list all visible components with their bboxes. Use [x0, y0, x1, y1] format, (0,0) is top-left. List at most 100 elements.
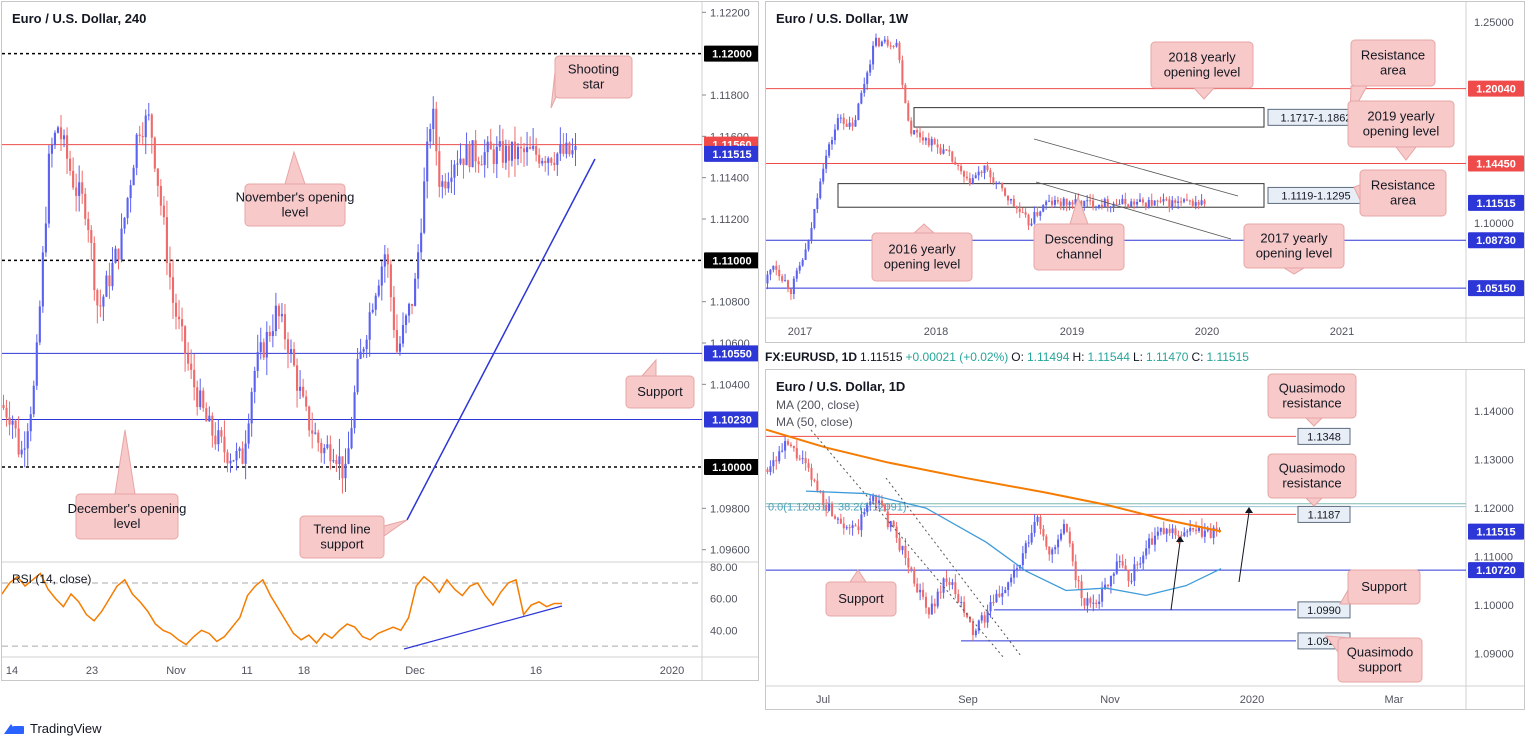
candle-daily-body [898, 538, 901, 551]
candle-4h-body [335, 460, 338, 465]
callout-decembers-opening-level-pointer [114, 429, 136, 495]
candle-4h-body [84, 193, 87, 219]
chart-4h-svg[interactable]: 1.122001.118001.116001.114001.112001.108… [1, 2, 760, 680]
candle-weekly-body [1036, 212, 1039, 216]
candle-4h-body [498, 141, 501, 147]
rsi-tick-label: 60.00 [710, 594, 738, 606]
callout-support-right[interactable]: Support [1339, 569, 1421, 605]
candle-4h-body [559, 144, 562, 154]
callout-decembers-opening-level-box [75, 493, 179, 540]
high-label: H: [1072, 350, 1085, 364]
candle-weekly-body [977, 171, 980, 176]
candle-daily-body [1083, 598, 1086, 606]
candle-4h-body [90, 230, 93, 243]
candle-weekly-body [1018, 208, 1021, 213]
candle-daily-body [927, 607, 930, 615]
candle-weekly-body [1048, 200, 1051, 202]
candle-4h-body [132, 167, 135, 186]
candle-4h-body [50, 144, 53, 154]
candle-daily-body [1033, 521, 1036, 533]
candle-4h-body [129, 185, 132, 199]
candle-4h-body [259, 342, 262, 353]
ma200-label: MA (200, close) [776, 398, 859, 412]
candle-daily-body [986, 611, 989, 623]
level-tag: 1.08730 [1476, 235, 1516, 247]
candle-daily-body [1150, 538, 1154, 545]
candle-weekly-body [983, 165, 986, 174]
x-tick-label: 18 [298, 665, 310, 677]
candle-4h-body [404, 315, 408, 326]
candle-weekly-body [1006, 195, 1010, 201]
candle-weekly-body [1144, 202, 1147, 208]
candle-daily-body [875, 494, 878, 504]
candle-weekly-body [775, 265, 778, 270]
high-value: 1.11544 [1087, 350, 1130, 364]
candle-weekly-body [857, 103, 860, 120]
level-tag-bg [1468, 155, 1524, 172]
candle-daily-body [1077, 580, 1080, 582]
level-tag: 1.10720 [1476, 565, 1516, 577]
candle-weekly-body [1165, 199, 1168, 201]
candle-4h-body [289, 349, 293, 354]
candle-daily-body [1200, 526, 1203, 537]
candle-weekly-body [924, 138, 927, 141]
low-label: L: [1132, 350, 1143, 364]
candle-weekly-body [892, 45, 895, 47]
candle-4h-body [193, 369, 196, 388]
callout-novembers-opening-level-pointer [284, 150, 306, 185]
candle-weekly-body [986, 165, 989, 171]
candle-4h-body [81, 182, 84, 194]
chart-panel-4h[interactable]: 1.122001.118001.116001.114001.112001.108… [1, 1, 760, 681]
rsi-trend-line [403, 605, 563, 650]
dotted-trend-line-2 [885, 477, 1022, 657]
footer[interactable]: TradingView [4, 718, 102, 738]
candle-daily-body [910, 567, 913, 570]
candle-weekly-body [1062, 198, 1065, 206]
y-tick-label: 1.11000 [1474, 552, 1513, 564]
candle-weekly-body [877, 37, 880, 47]
candle-4h-body [262, 342, 265, 358]
candle-daily-body [1183, 532, 1186, 537]
candle-daily-body [1010, 577, 1013, 583]
candle-daily-body [1106, 584, 1110, 587]
candle-4h-body [347, 448, 350, 464]
candle-daily-body [1024, 543, 1027, 554]
chart-weekly-svg[interactable]: 1.25000 1.10000 1.1717-1.1862 1.1119-1.1295… [766, 2, 1524, 342]
callout-support[interactable]: Support [625, 358, 695, 409]
candle-daily-body [966, 612, 969, 618]
level-tag: 1.10230 [712, 414, 752, 426]
candle-weekly-body [1133, 201, 1136, 205]
chart-panel-weekly[interactable]: 1.25000 1.10000 1.1717-1.1862 1.1119-1.1295… [765, 1, 1525, 343]
candle-daily-body [869, 501, 872, 506]
rsi-tick-label: 40.00 [710, 625, 738, 637]
callout-support-left[interactable]: Support [825, 569, 897, 617]
candle-weekly-body [1004, 188, 1007, 196]
candle-weekly-body [813, 208, 816, 228]
candle-daily-body [1042, 528, 1045, 537]
candle-weekly-body [772, 265, 775, 270]
candle-weekly-body [1162, 199, 1165, 202]
candle-daily-body [778, 451, 781, 462]
chart-panel-daily[interactable]: 1.14000 1.13000 1.12000 1.11000 1.10000 1.090… [765, 369, 1525, 710]
callout-descending-channel-text: Descending [1045, 232, 1114, 247]
candle-daily-body [974, 630, 977, 636]
candle-4h-body [311, 430, 314, 434]
candle-daily-body [825, 504, 828, 511]
candle-daily-body [880, 500, 883, 506]
callout-2016-yearly-opening-text: 2016 yearly [888, 242, 956, 257]
chart-daily-svg[interactable]: 1.14000 1.13000 1.12000 1.11000 1.10000 1.090… [765, 370, 1524, 709]
candle-daily-body [1156, 531, 1159, 536]
